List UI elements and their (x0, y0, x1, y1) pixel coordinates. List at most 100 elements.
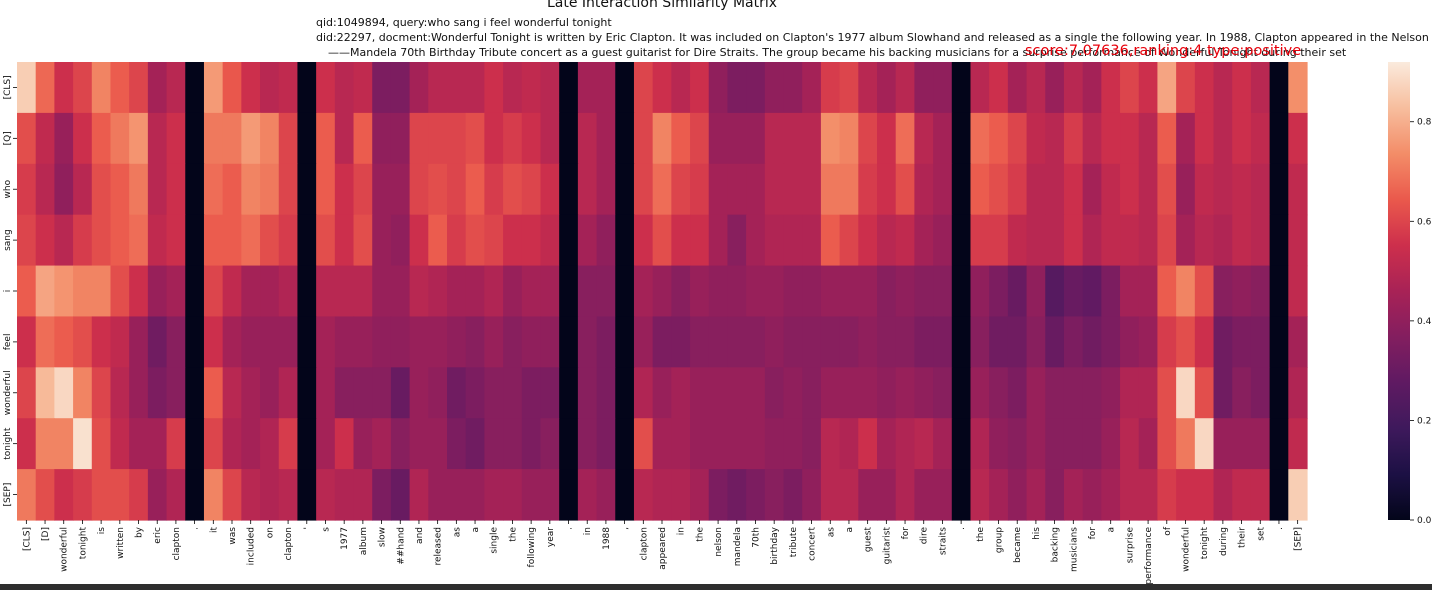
heatmap-cell (577, 112, 598, 165)
heatmap-cell (1176, 469, 1196, 521)
heatmap-cell (1176, 367, 1196, 419)
x-tick-label: birthday (770, 526, 780, 564)
heatmap-cell (521, 163, 542, 216)
heatmap-cell (1026, 112, 1046, 165)
heatmap-cell (708, 418, 729, 470)
heatmap-cell (390, 163, 411, 216)
heatmap-cell (260, 62, 280, 114)
x-tick-label: slow (378, 527, 388, 547)
heatmap-cell (914, 214, 934, 267)
x-tick-label: written (116, 527, 126, 559)
heatmap-cell (559, 316, 579, 368)
heatmap-cell (278, 265, 299, 318)
heatmap-cell (783, 418, 803, 470)
heatmap-cell (203, 265, 224, 318)
heatmap-cell (839, 418, 859, 470)
heatmap-cell (1101, 265, 1121, 318)
heatmap-cell (1194, 62, 1215, 114)
heatmap-cell (222, 418, 242, 470)
heatmap-cell (1120, 418, 1140, 470)
heatmap-cell (54, 163, 74, 216)
heatmap-cell (633, 367, 654, 419)
heatmap-cell (203, 469, 224, 521)
heatmap-cell (615, 367, 635, 419)
heatmap-cell (652, 112, 672, 165)
heatmap-cell (690, 316, 710, 368)
heatmap-cell (858, 163, 878, 216)
heatmap-cell (933, 62, 953, 114)
heatmap-cell (390, 316, 411, 368)
heatmap-cell (203, 112, 224, 165)
heatmap-cell (1288, 367, 1308, 419)
x-tick-label: [SEP] (1294, 527, 1304, 551)
heatmap-cell (297, 418, 317, 470)
heatmap-cell (1250, 418, 1271, 470)
heatmap-cell (147, 214, 168, 267)
heatmap-cell (820, 367, 841, 419)
heatmap-cell (372, 367, 392, 419)
x-tick-label: of (1163, 526, 1173, 536)
heatmap-cell (1157, 418, 1177, 470)
heatmap-cell (951, 62, 972, 114)
heatmap-cell (129, 418, 149, 470)
heatmap-cell (877, 163, 897, 216)
heatmap-cell (54, 367, 74, 419)
heatmap-cell (1232, 163, 1252, 216)
heatmap-cell (1138, 62, 1159, 114)
heatmap-cell (895, 316, 915, 368)
heatmap-cell (951, 469, 972, 521)
heatmap-cell (1063, 316, 1084, 368)
x-tick-label: guitarist (882, 527, 892, 565)
heatmap-cell (633, 214, 654, 267)
heatmap-cell (1082, 469, 1102, 521)
heatmap-cell (1269, 265, 1289, 318)
heatmap-cell (914, 367, 934, 419)
heatmap-cell (297, 469, 317, 521)
heatmap-cell (316, 265, 336, 318)
query-info: qid:1049894, query:who sang i feel wonde… (316, 16, 612, 29)
heatmap-cell (1288, 112, 1308, 165)
heatmap-cell (372, 265, 392, 318)
heatmap-cell (802, 214, 822, 267)
heatmap-cell (596, 316, 616, 368)
x-tick-label: as (452, 527, 462, 538)
heatmap-cell (764, 163, 785, 216)
heatmap-cell (820, 163, 841, 216)
heatmap-cell (353, 367, 373, 419)
heatmap-cell (951, 214, 972, 267)
heatmap-cell (203, 367, 224, 419)
heatmap-cell (577, 62, 598, 114)
heatmap-cell (147, 163, 168, 216)
heatmap-cell (989, 316, 1009, 368)
heatmap-cell (222, 265, 242, 318)
heatmap-cell (1120, 367, 1140, 419)
heatmap-cell (465, 316, 485, 368)
heatmap-cell (316, 316, 336, 368)
heatmap-cell (521, 265, 542, 318)
heatmap-cell (933, 367, 953, 419)
heatmap-cell (1176, 316, 1196, 368)
x-tick-label: during (1219, 527, 1229, 556)
heatmap-cell (1288, 316, 1308, 368)
heatmap-cell (203, 62, 224, 114)
heatmap-cell (484, 265, 504, 318)
heatmap-cell (933, 214, 953, 267)
heatmap-cell (989, 265, 1009, 318)
heatmap-cell (278, 62, 299, 114)
heatmap-cell (1232, 367, 1252, 419)
heatmap-cell (110, 265, 130, 318)
heatmap-cell (260, 163, 280, 216)
x-tick-label: backing (1051, 527, 1061, 562)
heatmap-cell (1063, 214, 1084, 267)
heatmap-cell (222, 112, 242, 165)
heatmap-cell (409, 265, 429, 318)
x-tick-label: appeared (658, 527, 668, 570)
heatmap-cell (54, 62, 74, 114)
heatmap-cell (596, 367, 616, 419)
heatmap-cell (428, 62, 448, 114)
heatmap-cell (428, 367, 448, 419)
heatmap-cell (1007, 265, 1028, 318)
heatmap-cell (877, 367, 897, 419)
heatmap-cell (503, 112, 523, 165)
x-tick-label: single (490, 527, 500, 554)
